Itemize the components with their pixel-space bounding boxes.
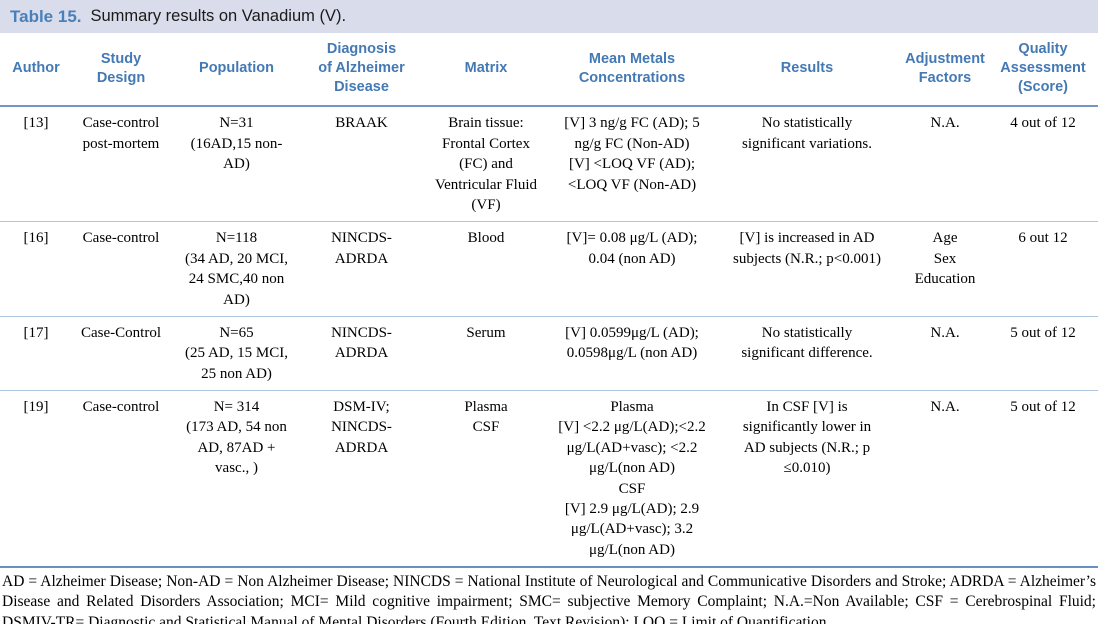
cell-author: [16] [23,230,49,247]
cell-population: N=65 (25 AD, 15 MCI, 25 non AD) [185,324,288,382]
cell-population: N=31 (16AD,15 non- AD) [190,115,283,173]
cell-study-design: Case-control [82,399,160,416]
header-row: Author Study Design Population Diagnosis… [0,33,1098,108]
cell-adjustment: N.A. [930,399,960,416]
column-header-matrix: Matrix [420,33,552,108]
table-caption-bar: Table 15. Summary results on Vanadium (V… [0,0,1098,33]
cell-diagnosis: BRAAK [335,115,388,132]
cell-author: [19] [23,399,49,416]
table-row: [19] Case-control N= 314 (173 AD, 54 non… [0,391,1098,568]
cell-quality: 5 out of 12 [1010,324,1076,341]
cell-author: [17] [23,324,49,341]
table-caption-label: Table 15. [10,6,82,26]
cell-diagnosis: NINCDS- ADRDA [331,324,392,362]
table-caption-text: Summary results on Vanadium (V). [90,7,347,25]
cell-results: [V] is increased in AD subjects (N.R.; p… [732,230,882,267]
cell-matrix: Serum [466,324,506,341]
column-header-adjustment: Adjustment Factors [902,33,988,108]
cell-diagnosis: DSM-IV; NINCDS- ADRDA [331,399,392,456]
cell-author: [13] [23,115,49,132]
cell-study-design: Case-Control [81,324,161,341]
cell-population: N=118 (34 AD, 20 MCI, 24 SMC,40 non AD) [185,230,288,308]
cell-results: No statistically significant variations. [742,115,872,152]
cell-concentrations: Plasma [V] <2.2 μg/L(AD);<2.2 μg/L(AD+va… [558,399,706,558]
table-row: [13] Case-control post-mortem N=31 (16AD… [0,106,1098,222]
summary-table: Author Study Design Population Diagnosis… [0,33,1098,568]
cell-quality: 5 out of 12 [1010,399,1076,416]
cell-matrix: Brain tissue: Frontal Cortex (FC) and Ve… [434,115,538,213]
column-header-quality: Quality Assessment (Score) [988,33,1098,108]
cell-adjustment: N.A. [930,115,960,132]
column-header-concentrations: Mean Metals Concentrations [552,33,712,108]
cell-adjustment: Age Sex Education [914,230,976,288]
cell-concentrations: [V] 3 ng/g FC (AD); 5 ng/g FC (Non-AD) [… [564,115,700,193]
cell-matrix: Plasma CSF [464,399,508,436]
cell-population: N= 314 (173 AD, 54 non AD, 87AD + vasc.,… [186,399,287,477]
cell-quality: 6 out 12 [1018,230,1068,247]
cell-concentrations: [V] 0.0599μg/L (AD); 0.0598μg/L (non AD) [565,324,699,362]
cell-matrix: Blood [467,230,505,247]
column-header-diagnosis: Diagnosis of Alzheimer Disease [303,33,420,108]
cell-diagnosis: NINCDS- ADRDA [331,230,392,267]
column-header-results: Results [712,33,902,108]
footnote-text: AD = Alzheimer Disease; Non-AD = Non Alz… [2,573,1096,624]
cell-results: No statistically significant difference. [741,324,873,362]
table-row: [17] Case-Control N=65 (25 AD, 15 MCI, 2… [0,316,1098,391]
table-row: [16] Case-control N=118 (34 AD, 20 MCI, … [0,222,1098,317]
cell-results: In CSF [V] is significantly lower in AD … [742,399,872,477]
cell-study-design: Case-control [82,230,160,247]
column-header-author: Author [0,33,72,108]
column-header-population: Population [170,33,303,108]
cell-concentrations: [V]= 0.08 μg/L (AD); 0.04 (non AD) [566,230,698,267]
column-header-study-design: Study Design [72,33,170,108]
cell-adjustment: N.A. [930,324,960,341]
cell-study-design: Case-control post-mortem [82,115,160,152]
cell-quality: 4 out of 12 [1010,115,1076,132]
